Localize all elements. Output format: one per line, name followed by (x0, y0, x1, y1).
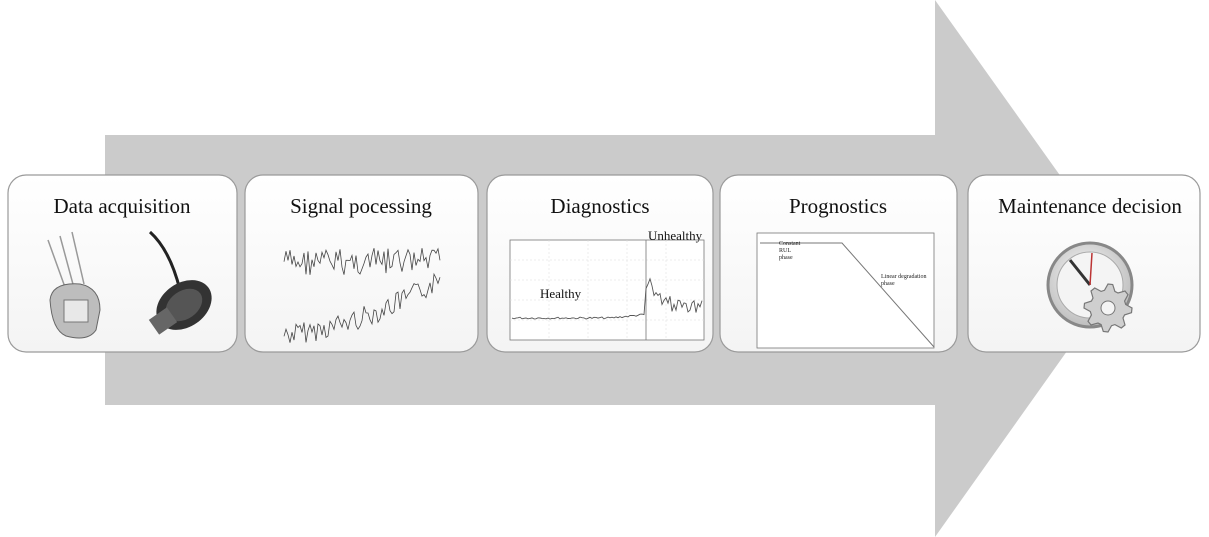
stage-title: Maintenance decision (998, 194, 1182, 218)
stage-title: Data acquisition (53, 194, 191, 218)
state-label: Healthy (540, 286, 582, 301)
phase-label-line: RUL (779, 248, 791, 254)
stage-title: Diagnostics (550, 194, 649, 218)
phase-label-line: phase (779, 255, 793, 261)
stage-title: Signal pocessing (290, 194, 432, 218)
signal-trace (283, 247, 441, 275)
stage-title: Prognostics (789, 194, 887, 218)
phase-label-line: phase (881, 281, 895, 287)
phase-label: Linear degradation phase (881, 274, 926, 287)
state-label: Unhealthy (648, 228, 703, 243)
diagnostics-plot: Healthy Unhealthy (509, 228, 705, 341)
signal-plots (283, 247, 441, 343)
prognostics-plot: Constant RUL phase Linear degradation phase (756, 232, 935, 349)
signal-trace (283, 272, 441, 343)
stage-box (244, 174, 479, 353)
maintenance-icon (1046, 241, 1134, 333)
phase-label-line: Linear degradation (881, 274, 926, 280)
phase-label-line: Constant (779, 241, 801, 247)
phase-label: Constant RUL phase (779, 241, 801, 261)
sensor-icons (47, 230, 212, 339)
